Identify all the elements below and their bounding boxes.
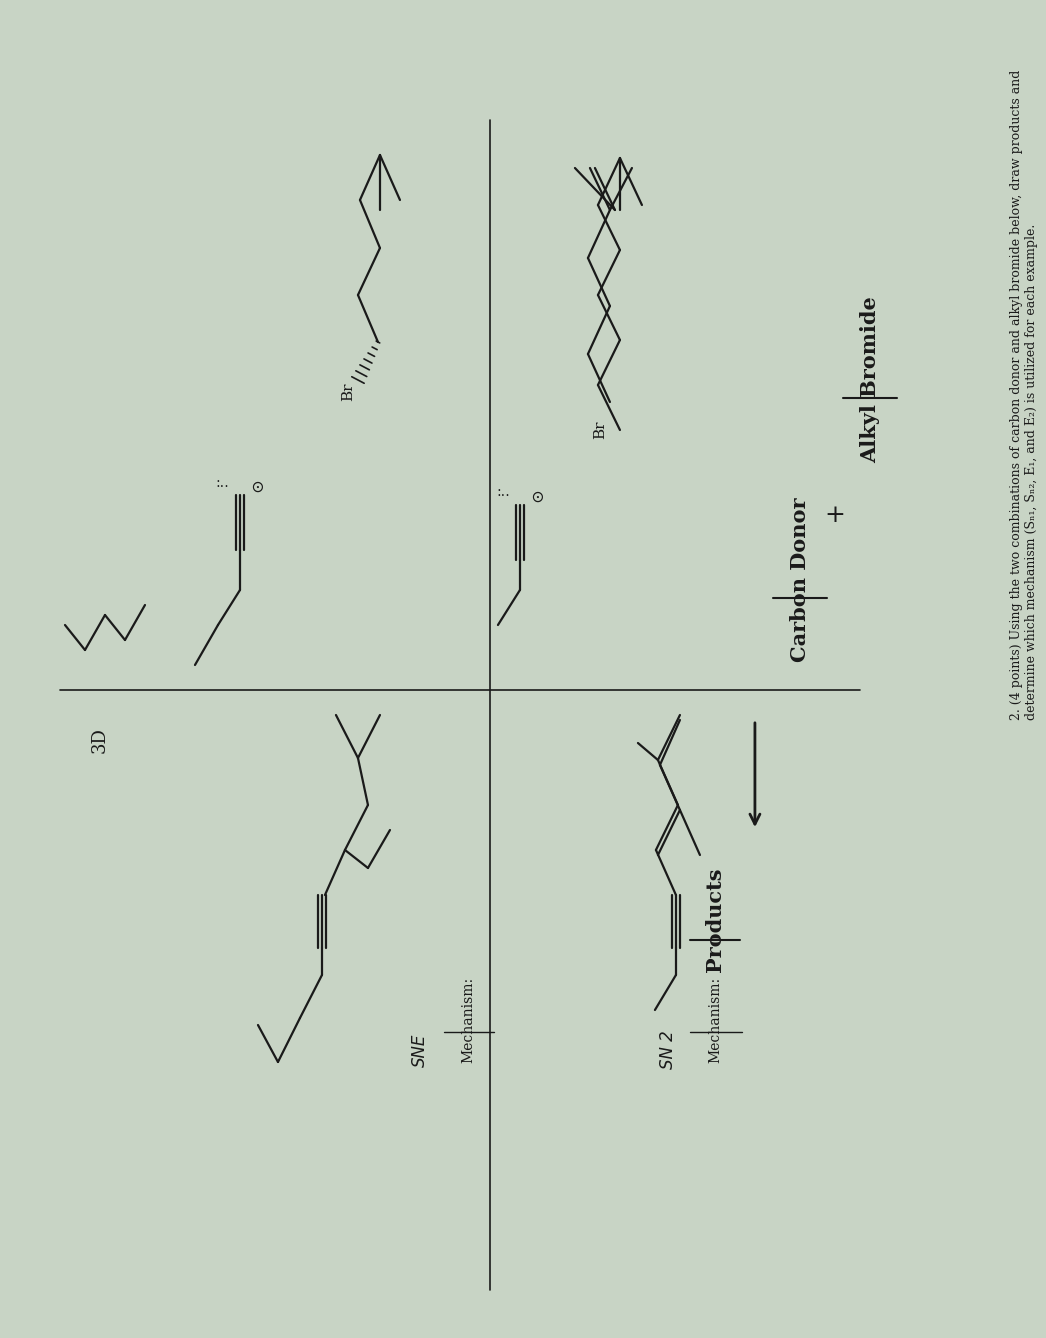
Text: Alkyl Bromide: Alkyl Bromide <box>860 297 880 463</box>
Text: Br: Br <box>341 383 355 401</box>
Text: SNE: SNE <box>411 1033 429 1066</box>
Text: Mechanism:: Mechanism: <box>461 977 475 1064</box>
Text: :‥: :‥ <box>496 484 509 499</box>
Text: Carbon Donor: Carbon Donor <box>790 498 810 662</box>
Text: 2. (4 points) Using the two combinations of carbon donor and alkyl bromide below: 2. (4 points) Using the two combinations… <box>1009 70 1038 720</box>
Text: :‥: :‥ <box>215 476 229 490</box>
Text: ⊙: ⊙ <box>529 488 546 502</box>
Text: Br: Br <box>593 420 607 439</box>
Text: 3D: 3D <box>91 727 109 753</box>
Text: Products: Products <box>705 868 725 973</box>
Text: +: + <box>824 503 845 526</box>
Text: Mechanism:: Mechanism: <box>708 977 722 1064</box>
Text: ⊙: ⊙ <box>250 478 267 492</box>
Text: SN 2: SN 2 <box>659 1030 677 1069</box>
